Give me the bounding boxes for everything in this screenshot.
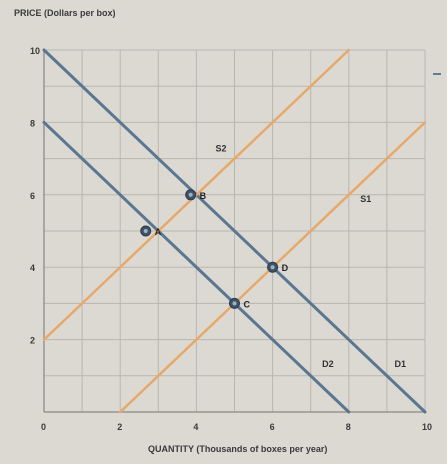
series-label-d2: D2: [322, 359, 334, 369]
series-line-d2: [42, 120, 351, 414]
y-tick-label: 10: [30, 46, 40, 56]
y-tick-label: 4: [30, 263, 35, 273]
x-tick-label: 8: [346, 422, 351, 432]
point-marker-center-d: [270, 265, 275, 270]
point-marker-center-a: [143, 229, 148, 233]
y-axis-title: PRICE (Dollars per box): [14, 8, 116, 18]
x-axis-title: QUANTITY (Thousands of boxes per year): [148, 444, 327, 454]
point-label-b: B: [200, 191, 207, 201]
y-tick-label: 6: [30, 191, 35, 201]
series-line-s2: [42, 48, 351, 341]
x-tick-label: 0: [41, 422, 46, 432]
point-marker-center-c: [232, 301, 237, 306]
y-tick-label: 8: [30, 118, 35, 128]
series-label-s2: S2: [215, 143, 226, 153]
x-tick-label: 6: [270, 422, 275, 432]
point-label-a: A: [155, 227, 162, 237]
point-marker-center-b: [188, 192, 193, 197]
x-tick-label: 2: [117, 422, 122, 432]
tick-labels: 0 2 4 6 8 10 2 4 6 8 10 D1 D2 S1 S2: [30, 46, 432, 432]
data-points: A B C D: [140, 189, 289, 309]
x-tick-label: 4: [193, 422, 198, 432]
axes: [43, 50, 425, 413]
series-label-s1: S1: [360, 194, 371, 204]
grid: [43, 49, 426, 413]
point-label-d: D: [282, 263, 289, 273]
cropped-edge-mark: [433, 73, 441, 75]
y-tick-label: 2: [30, 336, 35, 346]
x-tick-label: 10: [422, 422, 432, 432]
series-line-d1: [42, 48, 427, 414]
point-label-c: C: [244, 299, 251, 309]
series-label-d1: D1: [395, 359, 407, 369]
